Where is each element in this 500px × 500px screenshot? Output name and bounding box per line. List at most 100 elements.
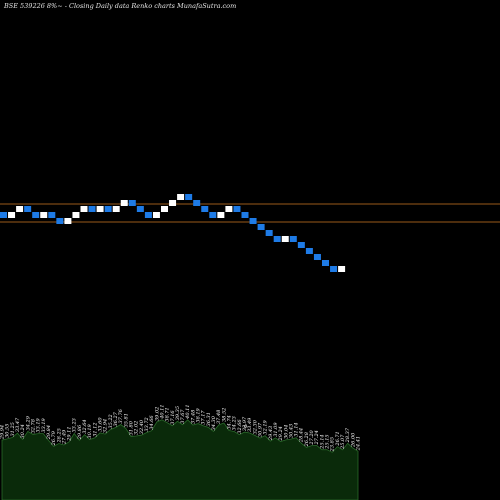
renko-brick-up [169,200,177,206]
volume-label: 32.19 [263,419,269,434]
volume-label: 31.09 [273,422,279,437]
renko-brick-down [249,218,257,224]
volume-label: 38.71 [165,407,171,421]
chart-title: BSE 539226 8%~ - Closing Daily data Renk… [4,2,237,10]
volume-label: 26.28 [304,432,310,447]
volume-label: 32.64 [82,419,88,433]
volume-label: 29.86 [77,424,83,440]
renko-brick-down [32,212,40,218]
renko-brick-up [112,206,120,212]
renko-brick-up [152,212,160,218]
volume-label: 32.30 [252,419,258,434]
volume-label: 28.25 [56,428,62,443]
volume-label: 37.76 [118,408,124,423]
renko-brick-down [233,206,241,212]
volume-label: 32.94 [103,419,109,433]
renko-brick-down [241,212,249,218]
renko-brick-down [193,200,201,206]
volume-label: 27.20 [309,429,315,445]
renko-brick-up [40,212,48,218]
renko-brick-down [305,248,313,254]
volume-label: 31.80 [129,420,135,435]
volume-label: 28.37 [345,427,351,443]
volume-label: 37.48 [216,410,222,424]
volume-label: 29.94 [0,425,6,440]
renko-brick-up [72,212,80,218]
volume-label: 26.71 [335,431,341,446]
renko-brick-down [322,260,329,266]
renko-brick-down [257,224,265,230]
volume-marker: 0 [244,424,248,430]
renko-brick-down [136,206,144,212]
volume-label: 27.24 [314,430,320,445]
volume-label: 29.11 [67,426,73,441]
volume-label: 35.22 [108,414,114,428]
volume-label: 31.12 [92,422,98,436]
renko-brick-down [289,236,297,242]
renko-brick-down [24,206,32,212]
volume-label: 34.29 [25,415,31,430]
volume-label: 39.35 [175,406,181,420]
volume-label: 32.66 [237,419,243,434]
volume-label: 33.47 [15,417,21,432]
renko-brick-down [273,236,281,242]
volume-label: 33.97 [242,416,248,431]
renko-brick-up [64,218,72,224]
renko-brick-down [104,206,112,212]
volume-label: 39.02 [154,407,160,421]
renko-brick-up [338,266,346,272]
renko-brick-down [144,212,152,218]
volume-label: 40.11 [159,404,165,419]
volume-label: 25.07 [340,434,346,450]
volume-label: 29.43 [268,426,274,441]
volume-label: 33.19 [41,417,47,432]
renko-brick-up [161,206,168,212]
renko-brick-up [225,206,233,212]
volume-label: 31.25 [10,422,16,436]
renko-brick-down [185,194,193,200]
renko-brick-up [8,212,16,218]
volume-label: 34.66 [149,415,155,430]
renko-brick-up [120,200,128,206]
renko-brick-down [297,242,305,248]
volume-label: 26.79 [51,430,57,446]
renko-brick-up [177,194,185,200]
renko-bricks [0,194,346,272]
volume-label: 30.04 [283,425,289,439]
volume-label: 28.44 [299,428,305,443]
renko-brick-up [281,236,289,242]
renko-brick-up [217,212,225,218]
renko-brick-down [128,200,136,206]
renko-brick-down [201,206,209,212]
renko-brick-down [265,230,273,236]
volume-label: 32.02 [134,421,140,435]
volume-label: 34.30 [211,415,217,430]
volume-label: 30.43 [288,424,294,438]
volume-label: 36.31 [206,412,212,426]
renko-brick-up [16,206,24,212]
volume-label: 34.23 [232,416,238,430]
volume-label: 37.48 [190,410,196,424]
volume-label: 33.72 [144,417,150,431]
volume-label: 30.97 [258,422,264,437]
volume-label: 32.78 [31,419,37,433]
volume-label: 27.49 [61,429,67,445]
volume-label: 33.60 [98,417,104,432]
volume-label: 26.00 [350,432,356,448]
volume-area [1,419,359,500]
volume-label: 38.19 [196,407,202,422]
renko-brick-up [96,206,104,212]
volume-label: 30.24 [20,424,26,438]
volume-label: 38.52 [221,408,227,422]
renko-brick-up [80,206,88,212]
volume-label: 30.55 [5,424,11,438]
volume-label: 23.85 [330,437,336,452]
volume-label: 36.27 [113,411,119,426]
renko-brick-down [48,212,56,218]
volume-label: 37.67 [180,409,186,424]
volume-label: 35.81 [123,413,129,427]
volume-label: 40.11 [185,404,191,419]
volume-label: 29.24 [278,426,284,441]
